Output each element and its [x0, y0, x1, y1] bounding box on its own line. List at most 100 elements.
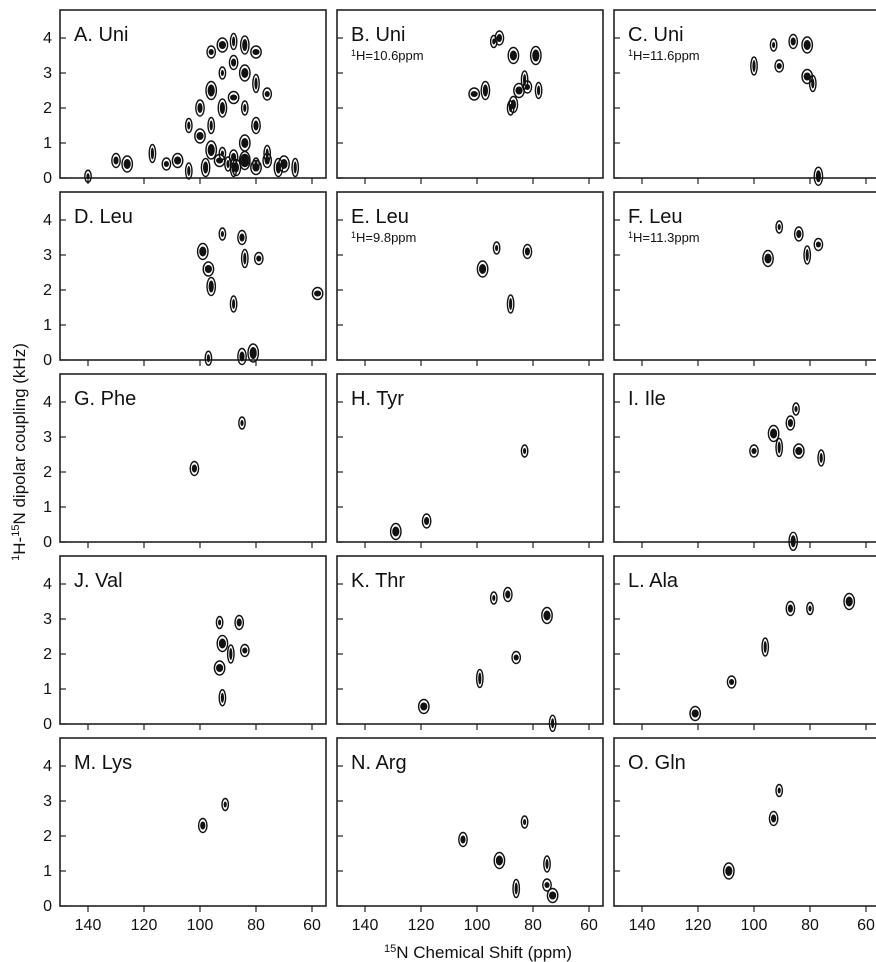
peak-marker — [171, 152, 184, 169]
peak-contour-inner — [242, 157, 248, 164]
peak-contour-outer — [237, 229, 247, 246]
peak-contour-outer — [689, 705, 702, 722]
peak-contour-inner — [232, 161, 236, 174]
peak-marker — [206, 276, 217, 297]
x-axis-label-sup: 15 — [384, 943, 396, 955]
peak-marker — [768, 810, 779, 827]
peak-contour-inner — [219, 102, 225, 114]
peak-marker — [749, 444, 759, 458]
y-tick-label: 4 — [43, 394, 52, 411]
peak-contour-outer — [762, 249, 774, 268]
peak-contour-inner — [239, 233, 245, 242]
peak-contour-inner — [513, 654, 519, 661]
peak-contour-outer — [522, 243, 533, 260]
peak-marker — [774, 59, 785, 73]
panel-subtitle: 1H=11.3ppm — [628, 230, 700, 245]
peak-contour-inner — [203, 161, 209, 174]
peak-contour-inner — [220, 150, 224, 157]
peak-marker — [218, 227, 227, 241]
peak-marker — [534, 81, 543, 100]
peak-contour-inner — [777, 224, 781, 230]
peak-marker — [775, 220, 784, 234]
peak-marker — [111, 152, 121, 169]
peak-marker — [218, 146, 227, 161]
peak-contour-outer — [239, 35, 250, 55]
peak-marker — [801, 68, 814, 85]
y-tick-label: 2 — [43, 646, 52, 663]
peak-marker — [507, 46, 520, 65]
y-tick-label: 3 — [43, 429, 52, 446]
peak-contour-inner — [776, 63, 782, 69]
peak-contour-inner — [236, 618, 242, 627]
panel-frame — [336, 737, 604, 907]
peak-contour-outer — [775, 437, 784, 458]
peak-contour-inner — [187, 121, 191, 130]
peak-marker — [202, 261, 215, 277]
peak-marker — [195, 99, 205, 117]
y-axis-label: 1H-15N dipolar coupling (kHz) — [10, 343, 29, 561]
peak-contour-outer — [813, 166, 824, 186]
panel-frame — [613, 191, 876, 361]
y-axis-label-sup1: 1 — [10, 555, 22, 561]
peak-contour-inner — [509, 50, 517, 61]
peak-contour-inner — [505, 590, 511, 599]
peak-contour-outer — [507, 46, 520, 65]
peak-contour-inner — [470, 91, 478, 97]
peak-marker — [247, 343, 260, 363]
peak-contour-outer — [792, 402, 800, 416]
peak-marker — [218, 689, 227, 707]
peak-marker — [529, 45, 542, 66]
peak-contour-inner — [242, 647, 248, 654]
peak-marker — [506, 294, 515, 314]
peak-marker — [542, 878, 552, 892]
peak-marker — [389, 522, 402, 541]
y-tick-label: 2 — [43, 828, 52, 845]
peak-contour-outer — [148, 143, 157, 164]
peak-marker — [803, 245, 812, 265]
peak-marker — [421, 513, 432, 529]
peak-contour-outer — [788, 531, 799, 551]
peak-contour-inner — [392, 526, 400, 537]
peak-contour-outer — [250, 45, 262, 59]
peak-contour-inner — [196, 132, 204, 140]
peak-contour-outer — [215, 615, 224, 630]
peak-contour-outer — [801, 36, 814, 54]
peak-contour-inner — [725, 866, 733, 876]
peak-marker — [205, 140, 218, 160]
peak-marker — [237, 229, 247, 246]
panel-title: N. Arg — [351, 752, 407, 774]
peak-contour-inner — [795, 447, 803, 455]
peak-contour-inner — [252, 49, 260, 55]
peak-contour-outer — [84, 169, 92, 183]
peak-contour-outer — [421, 513, 432, 529]
peak-marker — [689, 705, 702, 722]
peak-marker — [229, 32, 238, 51]
peak-contour-inner — [275, 161, 281, 174]
peak-contour-outer — [221, 797, 230, 812]
peak-marker — [417, 698, 430, 715]
peak-contour-outer — [489, 34, 498, 49]
peak-marker — [785, 600, 796, 617]
peak-contour-outer — [240, 100, 249, 116]
peak-contour-inner — [223, 801, 227, 808]
peak-marker — [767, 424, 780, 443]
peak-contour-inner — [243, 252, 247, 265]
peak-marker — [792, 402, 800, 416]
y-tick-label: 1 — [43, 499, 52, 516]
peak-contour-outer — [226, 644, 235, 664]
peak-contour-inner — [763, 641, 767, 653]
peak-contour-inner — [772, 42, 776, 48]
panel-d: 0 1 2 3 4 D. Leu — [43, 191, 327, 369]
panel-title: H. Tyr — [351, 388, 404, 410]
y-tick-label: 3 — [43, 611, 52, 628]
peak-marker — [502, 586, 513, 603]
peak-marker — [788, 531, 799, 551]
peak-marker — [226, 644, 235, 664]
peak-marker — [273, 157, 284, 178]
panel-subtitle-sup: 1 — [628, 48, 633, 58]
peak-contour-outer — [273, 157, 284, 178]
peak-contour-inner — [216, 664, 224, 672]
panel-j: 0 1 2 3 4 J. Val — [43, 555, 327, 733]
panel-title: O. Gln — [628, 752, 686, 774]
x-axis-label: 15N Chemical Shift (ppm) — [384, 943, 572, 962]
